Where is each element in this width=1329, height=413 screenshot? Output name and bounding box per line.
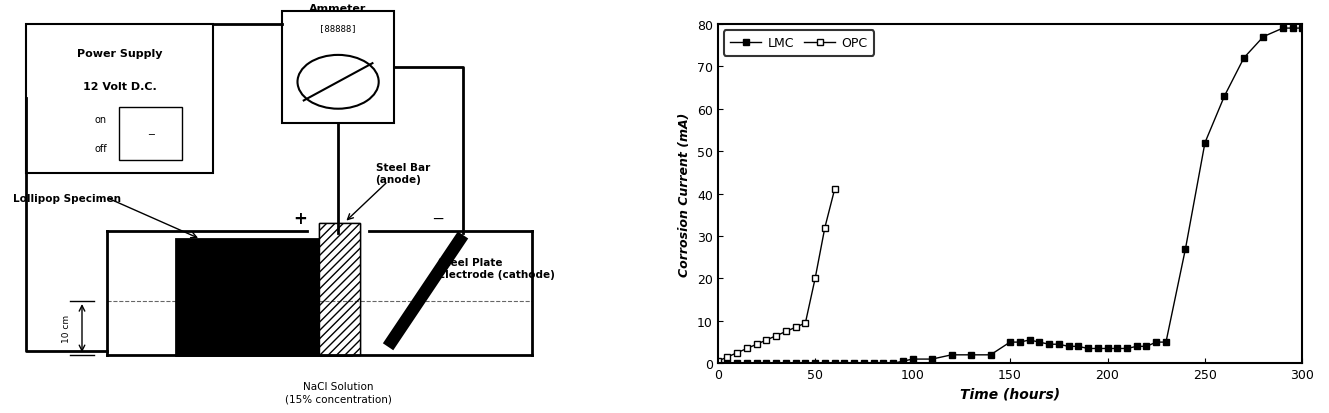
LMC	[827, 361, 843, 366]
LMC	[1011, 340, 1027, 345]
Bar	[319, 223, 360, 355]
LMC	[710, 361, 726, 366]
LMC	[876, 361, 892, 366]
Text: off: off	[94, 144, 106, 154]
LMC	[1031, 340, 1047, 345]
Text: +: +	[294, 210, 307, 228]
Text: Steel Bar
(anode): Steel Bar (anode)	[376, 163, 429, 184]
LMC	[1275, 26, 1290, 31]
OPC	[710, 359, 726, 364]
LMC	[1236, 56, 1252, 61]
Bar	[175, 240, 351, 355]
Text: ─: ─	[433, 211, 443, 226]
LMC	[1128, 344, 1144, 349]
LMC	[865, 361, 881, 366]
Line: LMC: LMC	[715, 26, 1305, 367]
LMC	[1080, 346, 1096, 351]
Text: Lollipop Specimen: Lollipop Specimen	[13, 193, 121, 203]
LMC	[847, 361, 863, 366]
LMC	[739, 361, 755, 366]
Legend: LMC, OPC: LMC, OPC	[724, 31, 874, 57]
LMC	[944, 353, 960, 358]
LMC	[1119, 346, 1135, 351]
OPC	[827, 188, 843, 192]
OPC	[807, 276, 823, 281]
LMC	[719, 361, 735, 366]
Text: Steel Plate
Electrode (cathode): Steel Plate Electrode (cathode)	[439, 258, 556, 279]
LMC	[905, 357, 921, 362]
LMC	[1139, 344, 1155, 349]
OPC	[788, 325, 804, 330]
LMC	[982, 353, 998, 358]
LMC	[885, 361, 901, 366]
Bar	[120, 107, 182, 161]
LMC	[894, 359, 910, 364]
LMC	[1148, 340, 1164, 345]
LMC	[1022, 338, 1038, 343]
LMC	[797, 361, 813, 366]
Text: 10 cm: 10 cm	[62, 314, 70, 342]
LMC	[1294, 26, 1310, 31]
OPC	[759, 338, 775, 343]
LMC	[1099, 346, 1115, 351]
OPC	[730, 350, 746, 355]
Text: NaCl Solution
(15% concentration): NaCl Solution (15% concentration)	[284, 382, 392, 403]
LMC	[1256, 35, 1272, 40]
LMC	[1090, 346, 1106, 351]
LMC	[730, 361, 746, 366]
Bar	[25, 25, 213, 173]
OPC	[797, 321, 813, 326]
Text: [88888]: [88888]	[319, 24, 358, 33]
LMC	[856, 361, 872, 366]
OPC	[777, 329, 793, 334]
LMC	[817, 361, 833, 366]
LMC	[1158, 340, 1174, 345]
X-axis label: Time (hours): Time (hours)	[960, 387, 1061, 401]
Text: Power Supply: Power Supply	[77, 49, 162, 59]
Text: ─: ─	[148, 129, 154, 139]
LMC	[964, 353, 979, 358]
Text: on: on	[94, 115, 106, 125]
LMC	[807, 361, 823, 366]
LMC	[1051, 342, 1067, 347]
LMC	[924, 357, 940, 362]
LMC	[759, 361, 775, 366]
LMC	[1070, 344, 1086, 349]
LMC	[748, 361, 764, 366]
LMC	[836, 361, 852, 366]
Bar	[319, 223, 360, 355]
OPC	[748, 342, 764, 347]
Line: OPC: OPC	[714, 186, 839, 365]
Text: 12 Volt D.C.: 12 Volt D.C.	[82, 82, 157, 92]
LMC	[788, 361, 804, 366]
OPC	[768, 333, 784, 338]
Y-axis label: Corrosion Current (mA): Corrosion Current (mA)	[678, 112, 691, 276]
LMC	[1002, 340, 1018, 345]
LMC	[768, 361, 784, 366]
LMC	[1285, 26, 1301, 31]
LMC	[1110, 346, 1126, 351]
LMC	[1061, 344, 1076, 349]
LMC	[777, 361, 793, 366]
Text: Ammeter: Ammeter	[310, 4, 367, 14]
OPC	[739, 346, 755, 351]
OPC	[719, 355, 735, 360]
LMC	[1197, 141, 1213, 146]
LMC	[1216, 94, 1232, 99]
Bar	[282, 12, 395, 124]
LMC	[1177, 247, 1193, 252]
LMC	[1041, 342, 1057, 347]
OPC	[817, 225, 833, 230]
